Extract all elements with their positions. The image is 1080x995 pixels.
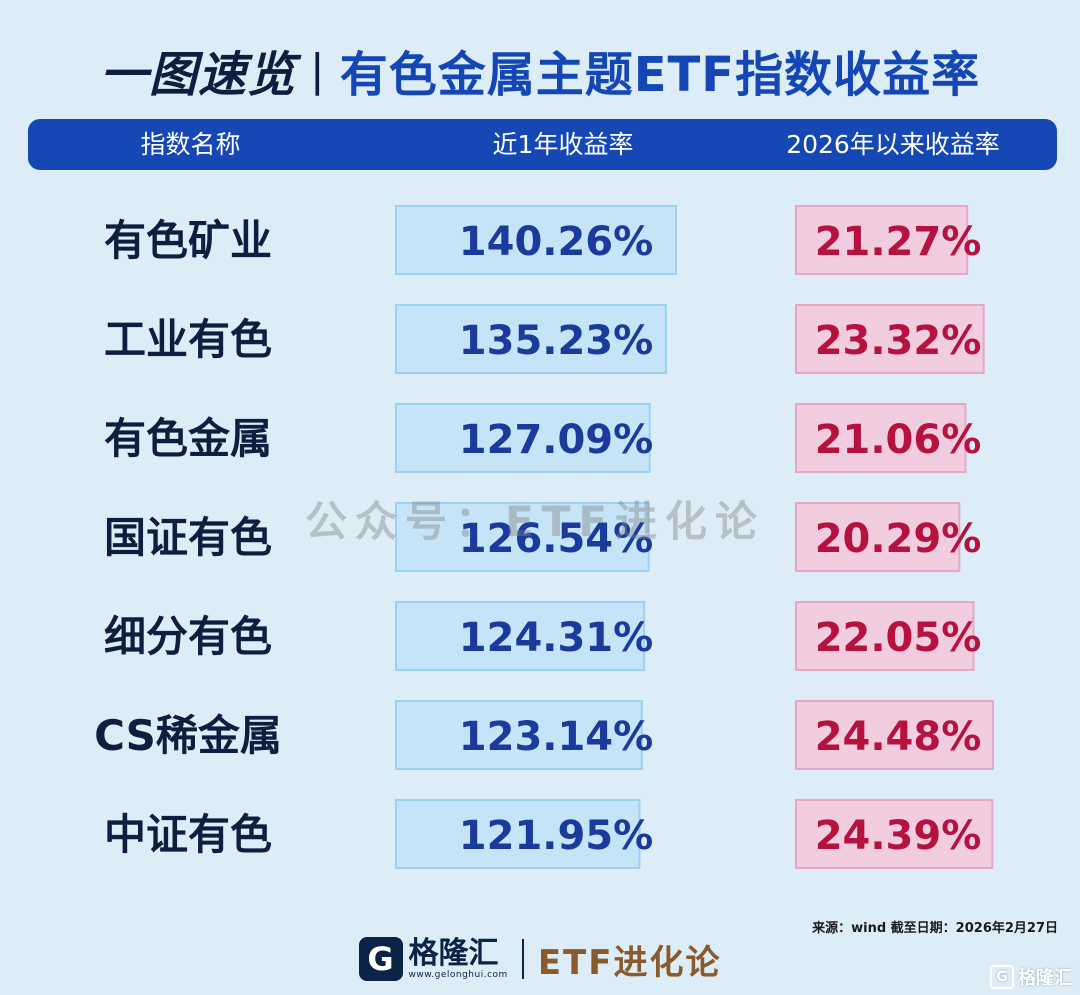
bar-1y <box>395 205 677 275</box>
bar-1y <box>395 601 646 671</box>
corner-badge: G 格隆汇 <box>990 965 1072 989</box>
value-label-ytd: 20.29% <box>815 516 982 562</box>
bar-1y <box>395 700 643 770</box>
page-title: 一图速览 | 有色金属主题ETF指数收益率 <box>0 30 1080 110</box>
bar-ytd <box>795 700 994 770</box>
value-label-1y: 140.26% <box>459 219 653 265</box>
footer-etf-name: ETF进化论 <box>537 942 722 983</box>
category-label: 中证有色 <box>104 810 272 859</box>
category-label: 有色金属 <box>104 414 272 463</box>
table-header: 指数名称 近1年收益率 2026年以来收益率 <box>28 119 1057 170</box>
header-col-ytd: 2026年以来收益率 <box>786 130 1000 159</box>
corner-logo-icon: G <box>990 965 1014 989</box>
value-label-ytd: 22.05% <box>815 615 982 661</box>
bar-ytd <box>795 205 969 275</box>
source-note: 来源：wind 截至日期：2026年2月27日 <box>812 921 1058 936</box>
value-label-1y: 126.54% <box>459 516 653 562</box>
bar-1y <box>395 304 667 374</box>
value-label-ytd: 21.06% <box>815 417 982 463</box>
watermark: 公众号：ETF进化论 <box>305 497 766 546</box>
brand-logo-icon: G <box>358 937 403 981</box>
title-separator: | <box>309 44 326 96</box>
category-label: 工业有色 <box>104 315 272 364</box>
bar-ytd <box>795 502 961 572</box>
footer-divider <box>521 939 524 979</box>
bar-1y <box>395 403 651 473</box>
category-label: 细分有色 <box>104 612 272 661</box>
bar-ytd <box>795 304 985 374</box>
bar-1y <box>395 502 650 572</box>
header-col-1y: 近1年收益率 <box>492 130 634 159</box>
brand-url: www.gelonghui.com <box>408 969 508 980</box>
title-part2: 有色金属主题ETF指数收益率 <box>339 47 981 103</box>
footer: G 格隆汇 www.gelonghui.com ETF进化论 <box>0 934 1080 984</box>
brand-name: 格隆汇 <box>408 935 499 971</box>
value-label-ytd: 23.32% <box>815 318 982 364</box>
bar-ytd <box>795 601 975 671</box>
corner-badge-text: 格隆汇 <box>1018 968 1072 989</box>
value-label-1y: 124.31% <box>459 615 653 661</box>
value-label-ytd: 24.39% <box>815 813 982 859</box>
category-label: 国证有色 <box>104 513 272 562</box>
value-label-ytd: 24.48% <box>815 714 982 760</box>
value-label-1y: 135.23% <box>459 318 653 364</box>
header-col-name: 指数名称 <box>140 130 241 159</box>
value-label-1y: 121.95% <box>459 813 653 859</box>
brand-block: 格隆汇 www.gelonghui.com <box>408 935 508 981</box>
category-label: CS稀金属 <box>94 711 282 760</box>
bar-1y <box>395 799 641 869</box>
value-label-1y: 123.14% <box>459 714 653 760</box>
value-label-ytd: 21.27% <box>815 219 982 265</box>
value-label-1y: 127.09% <box>459 417 653 463</box>
category-label: 有色矿业 <box>104 216 272 265</box>
title-part1: 一图速览 <box>99 47 296 103</box>
bar-ytd <box>795 799 994 869</box>
bar-ytd <box>795 403 967 473</box>
